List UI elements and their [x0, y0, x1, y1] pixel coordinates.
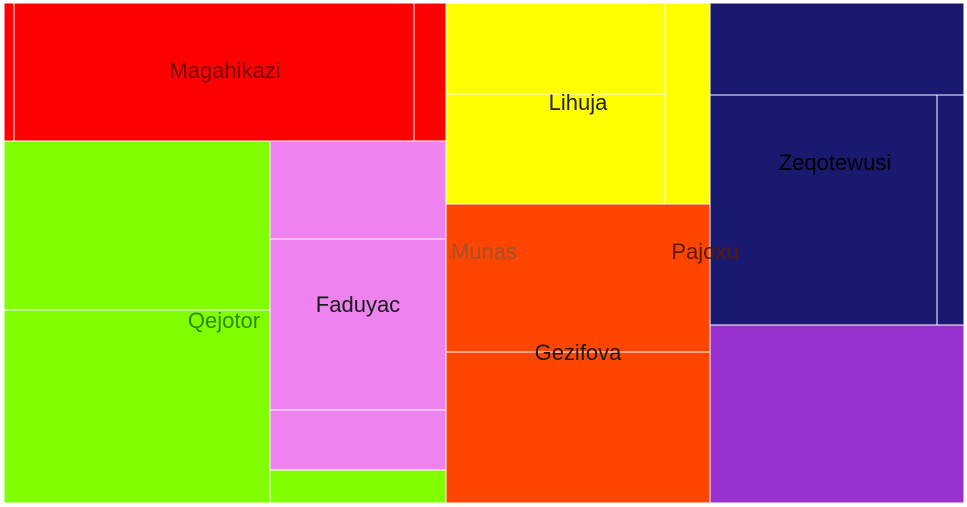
treemap-tile-qejotor-2[interactable] [3, 309, 271, 504]
treemap-label-gezifova: Gezifova [535, 340, 623, 365]
treemap-tile-magahikazi-3[interactable] [413, 2, 447, 142]
treemap-label-lihuja: Lihuja [549, 90, 608, 115]
treemap-tile-munas-3[interactable] [269, 409, 447, 471]
treemap-tile-zeqotewusi-2[interactable] [709, 94, 938, 326]
treemap-tile-zeqotewusi-3[interactable] [936, 94, 965, 326]
treemap-tile-lihuja-3[interactable] [664, 2, 711, 205]
treemap-tile-magahikazi-1[interactable] [3, 2, 15, 142]
treemap-tile-pajoxu-1[interactable] [445, 203, 711, 353]
treemap-label-pajoxu: Pajoxu [671, 239, 738, 264]
treemap-tile-pajoxu-2[interactable] [445, 351, 711, 504]
treemap-label-qejotor: Qejotor [188, 308, 260, 333]
treemap-tile-group-7-1[interactable] [709, 324, 965, 504]
treemap-tile-munas-1[interactable] [269, 140, 447, 240]
treemap-tiles [3, 2, 965, 504]
treemap-label-faduyac: Faduyac [316, 292, 400, 317]
treemap-labels: Magahikazi Qejotor Faduyac Munas Lihuja Gezif… [169, 58, 891, 365]
treemap-tile-qejotor-3[interactable] [269, 469, 447, 504]
treemap-label-zeqotewusi: Zeqotewusi [779, 150, 892, 175]
treemap-tile-lihuja-1[interactable] [445, 2, 666, 95]
treemap-tile-munas-2[interactable] [269, 238, 447, 411]
treemap-tile-zeqotewusi-1[interactable] [709, 2, 965, 96]
treemap-label-magahikazi: Magahikazi [169, 58, 280, 83]
treemap-tile-qejotor-1[interactable] [3, 140, 271, 311]
treemap-label-munas: Munas [451, 239, 517, 264]
